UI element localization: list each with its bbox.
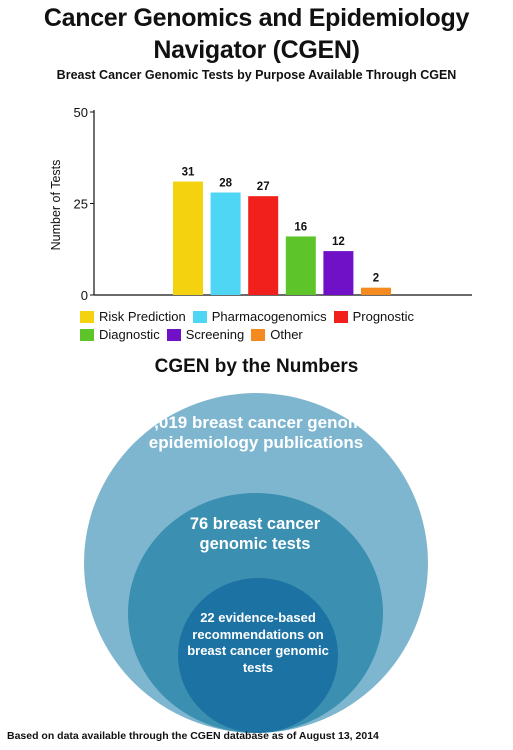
bar-value-label: 12 xyxy=(332,236,345,248)
legend-swatch xyxy=(80,310,94,323)
y-tick-label: 0 xyxy=(81,288,88,303)
legend-item: Screening xyxy=(166,326,245,343)
publications-text: >9,019 breast cancer genomic epidemiolog… xyxy=(134,413,378,452)
bar-chart: 0 25 50 31 28 27 16 12 2 Number of Tests xyxy=(49,105,472,303)
chart-title: Breast Cancer Genomic Tests by Purpose A… xyxy=(56,68,457,82)
chart-legend: Risk Prediction Pharmacogenomics Prognosti… xyxy=(80,308,500,344)
bar-value-label: 28 xyxy=(219,178,232,190)
page-title: Cancer Genomics and Epidemiology Navigat… xyxy=(43,4,470,64)
y-tick-label: 50 xyxy=(74,105,88,120)
legend-label: Diagnostic xyxy=(99,327,160,342)
legend-label: Screening xyxy=(185,327,245,342)
bar-value-label: 16 xyxy=(294,221,307,233)
bar-risk-prediction xyxy=(173,181,203,295)
bar-diagnostic xyxy=(285,236,316,295)
legend-label: Other xyxy=(270,327,303,342)
legend-label: Risk Prediction xyxy=(99,309,186,324)
recommendations-text: 22 evidence-based recommendations on bre… xyxy=(187,610,329,675)
footnote: Based on data available through the CGEN… xyxy=(7,730,379,742)
legend-item: Risk Prediction xyxy=(80,308,186,325)
legend-swatch xyxy=(80,328,94,341)
legend-label: Pharmacogenomics xyxy=(211,309,327,324)
legend-swatch xyxy=(333,310,348,323)
bar-value-label: 31 xyxy=(182,167,195,179)
bar-other xyxy=(361,287,391,295)
legend-swatch xyxy=(192,310,207,323)
bar-prognostic xyxy=(248,196,279,295)
y-axis-label: Number of Tests xyxy=(49,160,63,251)
legend-item: Pharmacogenomics xyxy=(192,308,327,325)
legend-swatch xyxy=(166,328,181,341)
y-tick-label: 25 xyxy=(74,197,88,212)
bar-pharmacogenomics xyxy=(210,192,241,295)
recommendations-circle xyxy=(178,578,338,733)
section-title: CGEN by the Numbers xyxy=(154,356,359,377)
legend-row: Risk Prediction Pharmacogenomics Prognosti… xyxy=(80,308,500,325)
legend-item: Prognostic xyxy=(333,308,415,325)
bar-screening xyxy=(323,251,354,295)
bar-value-label: 2 xyxy=(373,273,379,285)
legend-item: Diagnostic xyxy=(80,326,160,343)
legend-label: Prognostic xyxy=(352,309,415,324)
legend-swatch xyxy=(251,328,266,341)
bar-value-label: 27 xyxy=(257,181,270,193)
legend-row: Diagnostic Screening Other xyxy=(80,326,500,343)
legend-item: Other xyxy=(251,326,303,343)
tests-text: 76 breast cancer genomic tests xyxy=(189,515,321,553)
